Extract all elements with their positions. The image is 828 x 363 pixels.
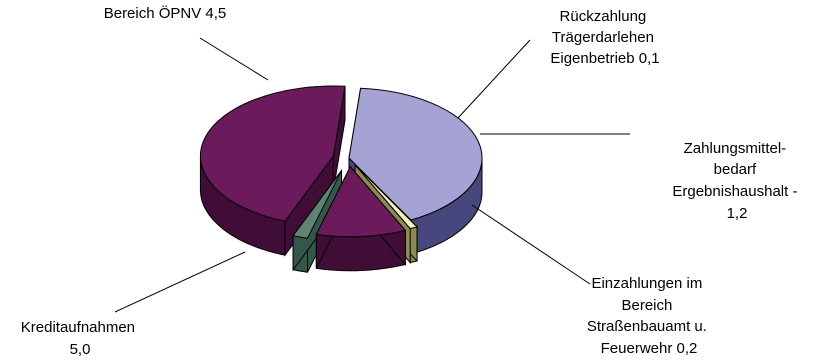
label-einzahlungen: Einzahlungen im Bereich Straßenbauamt u.…: [587, 275, 711, 357]
pie-slice-zahlungsmittelbedarf: [315, 165, 407, 238]
pie-slice-oepnv: [348, 87, 483, 221]
leader-line-kreditaufnahmen: [114, 251, 246, 313]
label-oepnv: Bereich ÖPNV 4,5: [104, 4, 227, 22]
label-kreditaufnahmen: Kreditaufnahmen 5,0: [21, 319, 139, 358]
label-zahlungsmittelbedarf: Zahlungsmittel- bedarf Ergebnishaushalt …: [672, 140, 801, 222]
pie-slice-rueckzahlung: [354, 164, 418, 230]
pie-slice-kreditaufnahmen: [199, 85, 346, 222]
pie-tops: [199, 85, 483, 239]
leader-line-oepnv: [199, 37, 269, 81]
leader-line-einzahlungen: [471, 204, 591, 285]
label-rueckzahlung: Rückzahlung Trägerdarlehen Eigenbetrieb …: [550, 8, 659, 67]
pie-slice-einzahlungen: [292, 170, 342, 239]
leader-lines: [114, 37, 630, 313]
leader-line-rueckzahlung: [457, 39, 531, 119]
